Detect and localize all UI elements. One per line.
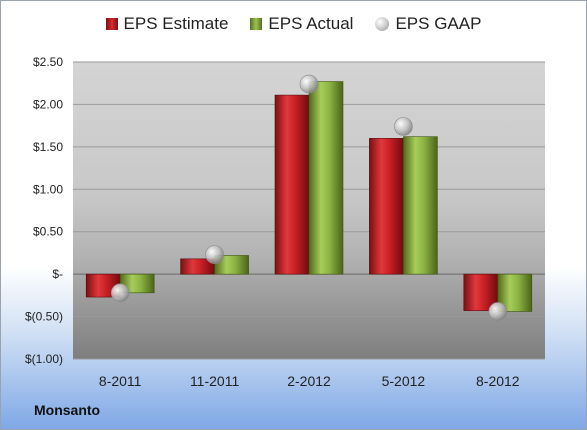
- legend: EPS Estimate EPS Actual EPS GAAP: [0, 14, 587, 34]
- y-tick-label: $-: [52, 267, 63, 281]
- y-tick-label: $(0.50): [25, 310, 63, 324]
- legend-item-eps-gaap: EPS GAAP: [375, 14, 481, 34]
- y-tick-label: $1.00: [33, 182, 63, 196]
- eps-gaap-marker: [110, 283, 130, 303]
- x-tick-label: 11-2011: [190, 373, 240, 389]
- eps-gaap-marker: [394, 117, 413, 136]
- legend-item-eps-estimate: EPS Estimate: [105, 14, 229, 34]
- y-tick-label: $2.00: [33, 97, 63, 111]
- x-tick-label: 2-2012: [287, 373, 331, 389]
- x-axis: 8-2011 11-2011 2-2012 5-2012 8-2012: [99, 373, 520, 389]
- eps-gaap-marker: [205, 245, 224, 264]
- x-tick-label: 8-2011: [99, 373, 142, 389]
- eps-gaap-marker: [488, 302, 508, 321]
- eps-actual-swatch: [250, 18, 263, 30]
- y-tick-label: $2.50: [33, 55, 63, 69]
- eps-actual-bar: [214, 255, 249, 275]
- eps-actual-bar: [403, 136, 438, 275]
- x-tick-label: 5-2012: [382, 373, 426, 389]
- legend-label-eps-gaap: EPS GAAP: [395, 14, 482, 33]
- y-tick-label: $(1.00): [25, 352, 63, 366]
- y-tick-label: $0.50: [33, 225, 63, 239]
- gaap-markers: [110, 74, 508, 321]
- bars: [85, 81, 533, 312]
- x-tick-label: 8-2012: [476, 373, 520, 389]
- company-name: Monsanto: [34, 402, 101, 418]
- y-axis: $2.50 $2.00 $1.50 $1.00 $0.50 $- $(0.50) $(1.00…: [25, 55, 63, 366]
- legend-item-eps-actual: EPS Actual: [250, 14, 353, 34]
- eps-actual-bar: [308, 81, 344, 275]
- eps-gaap-marker: [299, 74, 319, 94]
- eps-gaap-swatch: [375, 17, 390, 31]
- y-tick-label: $1.50: [33, 140, 63, 154]
- eps-estimate-swatch: [105, 18, 118, 30]
- eps-estimate-bar: [369, 138, 404, 275]
- legend-label-eps-actual: EPS Actual: [268, 14, 354, 33]
- eps-estimate-bar: [274, 94, 310, 275]
- legend-label-eps-estimate: EPS Estimate: [123, 14, 229, 33]
- eps-actual-bar: [119, 273, 155, 294]
